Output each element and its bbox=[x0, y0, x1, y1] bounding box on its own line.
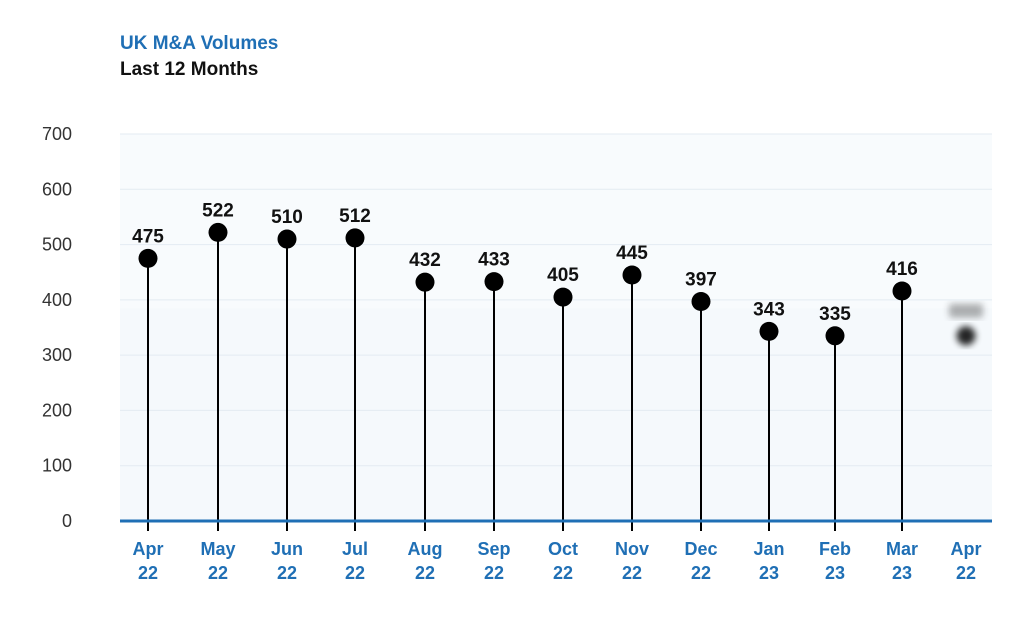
x-tick-month: Jul bbox=[342, 539, 368, 559]
x-tick-month: Jun bbox=[271, 539, 303, 559]
data-point bbox=[484, 272, 504, 292]
data-label: 522 bbox=[202, 200, 234, 221]
data-label: 433 bbox=[478, 250, 510, 271]
x-tick-year: 23 bbox=[759, 563, 779, 583]
data-point bbox=[825, 326, 845, 346]
x-tick-month: Jan bbox=[753, 539, 784, 559]
x-tick-month: Apr bbox=[133, 539, 164, 559]
data-label: 510 bbox=[271, 207, 303, 228]
data-label: 445 bbox=[616, 243, 648, 264]
data-point bbox=[691, 292, 711, 312]
data-label: 416 bbox=[886, 259, 918, 280]
data-label: 405 bbox=[547, 265, 579, 286]
x-tick-year: 22 bbox=[277, 563, 297, 583]
data-label-blurred bbox=[949, 303, 983, 318]
x-tick-year: 22 bbox=[415, 563, 435, 583]
chart-subtitle: Last 12 Months bbox=[120, 59, 259, 80]
x-tick-year: 23 bbox=[892, 563, 912, 583]
x-tick-month: Sep bbox=[477, 539, 510, 559]
data-point bbox=[415, 272, 435, 292]
x-tick-month: Aug bbox=[408, 539, 443, 559]
x-tick-month: Nov bbox=[615, 539, 649, 559]
x-tick-month: Feb bbox=[819, 539, 851, 559]
x-tick-month: Apr bbox=[951, 539, 982, 559]
y-tick-label: 200 bbox=[42, 400, 72, 420]
x-tick-year: 22 bbox=[138, 563, 158, 583]
data-label: 335 bbox=[819, 304, 851, 325]
x-tick-month: Dec bbox=[684, 539, 717, 559]
data-point bbox=[345, 228, 365, 248]
x-tick-month: Oct bbox=[548, 539, 578, 559]
data-point bbox=[759, 321, 779, 341]
x-tick-year: 22 bbox=[553, 563, 573, 583]
data-label: 432 bbox=[409, 250, 441, 271]
data-point bbox=[208, 222, 228, 242]
data-label: 475 bbox=[132, 226, 164, 247]
x-tick-year: 22 bbox=[484, 563, 504, 583]
plot-background-lower bbox=[120, 308, 992, 521]
y-tick-label: 300 bbox=[42, 345, 72, 365]
y-tick-label: 700 bbox=[42, 124, 72, 144]
y-tick-label: 100 bbox=[42, 456, 72, 476]
data-point bbox=[622, 265, 642, 285]
x-tick-year: 23 bbox=[825, 563, 845, 583]
data-point bbox=[138, 248, 158, 268]
x-tick-year: 22 bbox=[208, 563, 228, 583]
data-point bbox=[553, 287, 573, 307]
x-tick-year: 22 bbox=[956, 563, 976, 583]
x-tick-month: May bbox=[200, 539, 235, 559]
x-tick-year: 22 bbox=[345, 563, 365, 583]
x-tick-year: 22 bbox=[622, 563, 642, 583]
data-label: 397 bbox=[685, 270, 717, 291]
y-tick-label: 0 bbox=[62, 511, 72, 531]
x-tick-year: 22 bbox=[691, 563, 711, 583]
data-label: 343 bbox=[753, 299, 785, 320]
y-tick-label: 400 bbox=[42, 290, 72, 310]
x-tick-month: Mar bbox=[886, 539, 918, 559]
y-tick-label: 500 bbox=[42, 235, 72, 255]
chart-title: UK M&A Volumes bbox=[120, 33, 279, 54]
data-point bbox=[956, 326, 976, 346]
data-point bbox=[892, 281, 912, 301]
data-label: 512 bbox=[339, 206, 371, 227]
y-tick-label: 600 bbox=[42, 179, 72, 199]
data-point bbox=[277, 229, 297, 249]
